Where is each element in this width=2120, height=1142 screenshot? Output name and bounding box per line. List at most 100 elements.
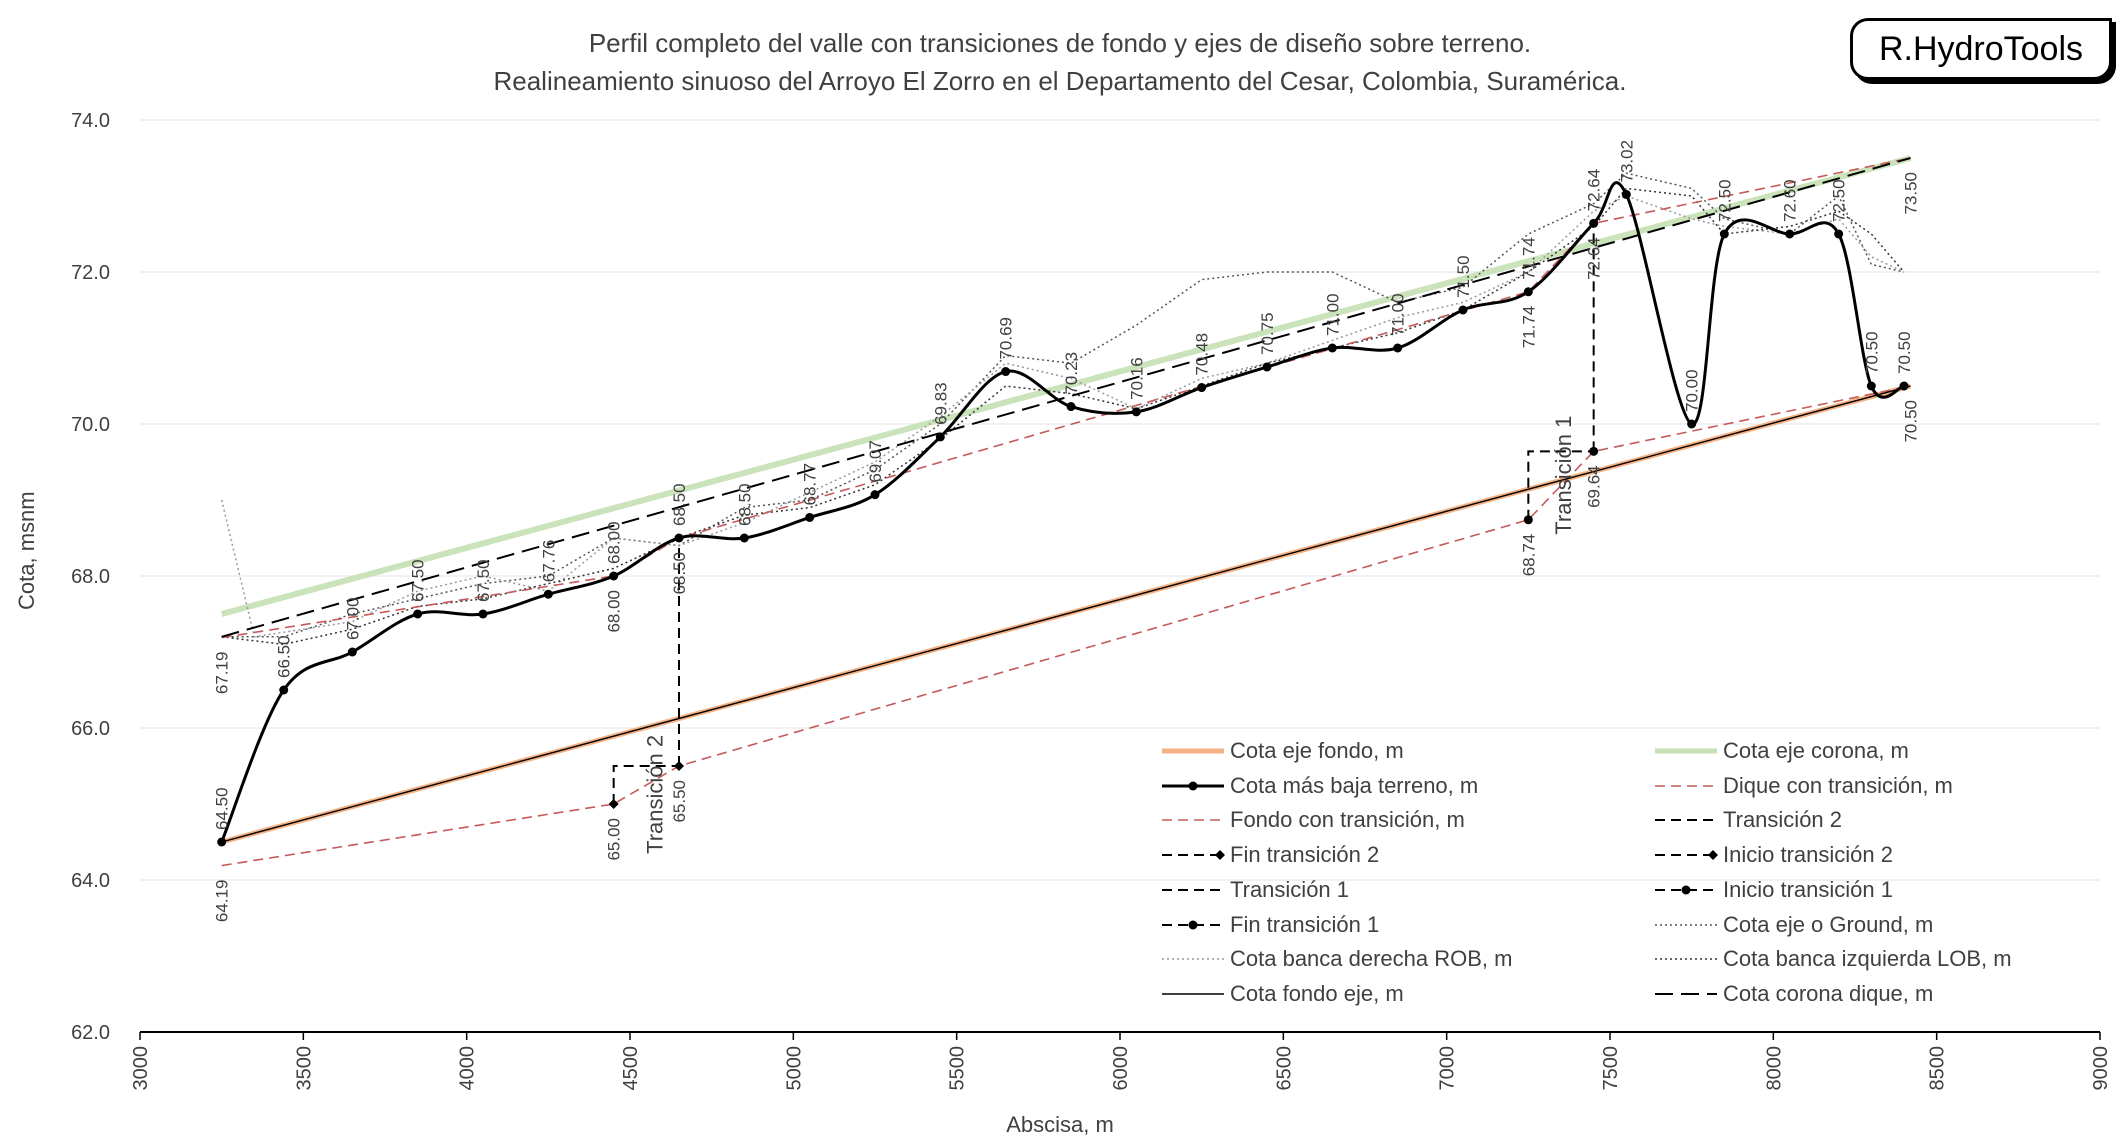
terrain-point	[1866, 381, 1876, 391]
terrain-point	[413, 609, 423, 619]
series-line-fondo_trans	[221, 385, 1911, 867]
legend-label: Fin transición 2	[1230, 842, 1380, 868]
terrain-point	[1393, 343, 1403, 353]
terrain-value-label: 72.50	[1830, 179, 1849, 222]
series-line-corona_dique	[221, 157, 1911, 638]
terrain-value-label: 69.07	[866, 440, 885, 483]
terrain-point	[217, 837, 227, 847]
transition-annotation: Transición 2	[643, 735, 668, 854]
legend-swatch	[1655, 885, 1717, 895]
x-tick-label: 4500	[620, 1046, 642, 1091]
value-label: 70.50	[1902, 400, 1921, 443]
legend-label: Transición 1	[1230, 876, 1350, 902]
transition-point	[1589, 446, 1599, 456]
series-line-dique_trans	[221, 157, 1911, 639]
terrain-point	[1197, 383, 1207, 393]
legend-swatch	[1162, 748, 1224, 754]
legend-item: Dique con transición, m	[1653, 771, 2093, 801]
value-label: 71.74	[1519, 306, 1538, 349]
legend-item: Cota banca derecha ROB, m	[1160, 944, 1600, 974]
terrain-point	[1589, 218, 1599, 228]
terrain-point	[674, 533, 684, 543]
value-label: 72.64	[1585, 237, 1604, 280]
terrain-value-label: 70.16	[1127, 357, 1146, 400]
legend-swatch	[1162, 888, 1224, 891]
x-tick-label: 6000	[1110, 1046, 1132, 1091]
legend-swatch	[1162, 850, 1225, 861]
legend-swatch	[1162, 819, 1224, 822]
terrain-point	[543, 589, 553, 599]
terrain-value-label: 70.48	[1193, 333, 1212, 376]
terrain-value-label: 68.50	[670, 483, 689, 526]
legend-label: Dique con transición, m	[1723, 772, 1953, 798]
terrain-point	[609, 571, 619, 581]
terrain-value-label: 71.50	[1454, 255, 1473, 298]
terrain-value-label: 70.75	[1258, 312, 1277, 355]
legend-swatch	[1655, 784, 1717, 787]
terrain-point	[1687, 419, 1697, 429]
legend-swatch	[1162, 993, 1224, 995]
legend-swatch	[1162, 920, 1224, 929]
terrain-value-label: 67.50	[409, 559, 428, 602]
legend-label: Fondo con transición, m	[1230, 807, 1465, 833]
terrain-value-label: 68.77	[801, 463, 820, 506]
value-label: 68.74	[1519, 534, 1538, 577]
terrain-value-label: 71.00	[1389, 293, 1408, 336]
terrain-value-label: 70.23	[1062, 352, 1081, 395]
terrain-point	[1131, 407, 1141, 417]
terrain-value-label: 68.00	[605, 521, 624, 564]
series-line-fondo_eje	[221, 385, 1911, 843]
terrain-value-label: 70.69	[997, 317, 1016, 360]
legend-swatch	[1655, 819, 1717, 822]
terrain-value-label: 72.50	[1715, 179, 1734, 222]
terrain-value-label: 70.00	[1683, 369, 1702, 412]
terrain-point	[1327, 343, 1337, 353]
y-tick-label: 68.0	[71, 566, 110, 588]
x-tick-label: 6500	[1273, 1046, 1295, 1091]
terrain-point	[1719, 229, 1729, 239]
legend-label: Inicio transición 2	[1723, 842, 1893, 868]
transition-point	[608, 799, 619, 809]
x-tick-label: 3500	[293, 1046, 315, 1091]
transition-point	[674, 761, 684, 771]
series-line-rob	[220, 195, 1905, 638]
x-tick-label: 5000	[783, 1046, 805, 1091]
series-line-fin_trans2	[612, 765, 679, 804]
terrain-value-label: 68.50	[735, 483, 754, 526]
value-label: 65.00	[605, 818, 624, 861]
legend-swatch	[1655, 748, 1717, 754]
terrain-point	[870, 490, 880, 500]
legend-item: Cota banca izquierda LOB, m	[1653, 944, 2093, 974]
terrain-value-label: 69.83	[931, 382, 950, 425]
terrain-value-label: 64.50	[213, 787, 232, 830]
legend-label: Cota más baja terreno, m	[1230, 772, 1479, 798]
terrain-point	[1066, 402, 1076, 412]
legend-label: Fin transición 1	[1230, 911, 1380, 937]
value-label: 65.50	[670, 780, 689, 823]
legend-label: Cota eje corona, m	[1723, 738, 1909, 763]
y-tick-label: 72.0	[71, 262, 110, 284]
brand-logo: R.HydroTools	[1850, 18, 2112, 80]
x-tick-label: 7000	[1437, 1046, 1459, 1091]
legend-item: Cota eje corona, m	[1653, 736, 2093, 766]
x-tick-label: 8000	[1763, 1046, 1785, 1091]
y-tick-label: 74.0	[71, 110, 110, 132]
legend-item: Fin transición 2	[1160, 840, 1600, 870]
legend-item: Inicio transición 2	[1653, 840, 2093, 870]
terrain-value-label: 66.50	[275, 635, 294, 678]
legend-item: Transición 2	[1653, 805, 2093, 835]
terrain-point	[1834, 229, 1844, 239]
terrain-point	[347, 647, 357, 657]
value-label: 73.50	[1902, 172, 1921, 215]
value-label: 68.00	[605, 590, 624, 633]
legend-swatch	[1655, 992, 1717, 995]
terrain-point	[1262, 362, 1272, 372]
x-tick-label: 8500	[1927, 1046, 1949, 1091]
terrain-point	[1621, 189, 1631, 199]
legend-item: Fondo con transición, m	[1160, 805, 1600, 835]
y-tick-label: 64.0	[71, 870, 110, 892]
legend-label: Cota banca derecha ROB, m	[1230, 946, 1513, 972]
chart-subtitle: Realineamiento sinuoso del Arroyo El Zor…	[493, 66, 1627, 96]
